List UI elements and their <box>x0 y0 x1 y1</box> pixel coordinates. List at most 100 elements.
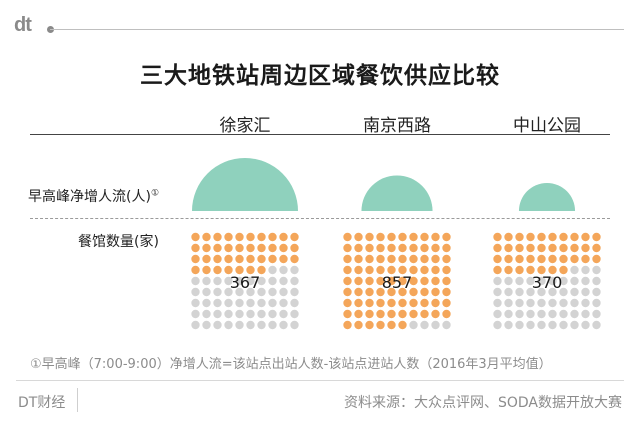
restaurant-dot <box>515 265 524 275</box>
restaurant-dot <box>409 243 418 253</box>
restaurant-dot <box>442 265 451 275</box>
restaurant-dot <box>213 254 222 264</box>
restaurant-dot <box>387 254 396 264</box>
restaurant-dot <box>570 243 579 253</box>
header-rule <box>50 29 624 30</box>
restaurant-dot <box>493 287 502 297</box>
restaurant-dot <box>354 287 363 297</box>
restaurant-dot <box>526 254 535 264</box>
restaurant-dot <box>376 232 385 242</box>
restaurant-dot <box>279 243 288 253</box>
restaurant-dot <box>548 320 557 330</box>
restaurant-dot <box>592 287 601 297</box>
restaurant-dot <box>442 276 451 286</box>
restaurant-dot <box>548 276 557 286</box>
restaurant-dot <box>559 232 568 242</box>
restaurant-dot <box>235 320 244 330</box>
restaurant-dot <box>559 309 568 319</box>
restaurant-dot <box>365 320 374 330</box>
restaurant-dot <box>526 232 535 242</box>
restaurant-dot <box>387 265 396 275</box>
restaurant-dot <box>268 243 277 253</box>
restaurant-dot <box>235 254 244 264</box>
restaurant-dot <box>570 287 579 297</box>
restaurant-dot <box>526 265 535 275</box>
restaurant-dot <box>354 298 363 308</box>
restaurant-dot <box>504 254 513 264</box>
restaurant-dot <box>515 276 524 286</box>
restaurant-dot <box>354 232 363 242</box>
restaurant-dot <box>224 276 233 286</box>
brand-label: DT财经 <box>18 395 66 411</box>
restaurant-dot <box>420 254 429 264</box>
restaurant-dot <box>570 254 579 264</box>
restaurant-dot <box>537 232 546 242</box>
restaurant-dot <box>235 243 244 253</box>
restaurant-dot <box>376 298 385 308</box>
restaurant-dot <box>257 298 266 308</box>
restaurant-dot <box>515 287 524 297</box>
restaurant-dot <box>268 298 277 308</box>
restaurant-dot <box>202 276 211 286</box>
flow-semicircle-1 <box>361 175 433 211</box>
restaurant-dot <box>515 232 524 242</box>
restaurant-dot <box>235 232 244 242</box>
restaurant-dot <box>409 309 418 319</box>
restaurant-dot <box>504 243 513 253</box>
restaurant-dot <box>191 287 200 297</box>
restaurant-dot <box>224 287 233 297</box>
restaurant-dot <box>387 320 396 330</box>
restaurant-dot <box>279 298 288 308</box>
restaurant-dot <box>290 265 299 275</box>
restaurant-dot <box>343 309 352 319</box>
restaurant-dot <box>581 298 590 308</box>
restaurant-dot <box>398 276 407 286</box>
restaurant-dot <box>224 320 233 330</box>
restaurant-dot <box>515 320 524 330</box>
footnote-marker: ① <box>150 188 160 199</box>
restaurant-dot <box>570 265 579 275</box>
restaurant-dot <box>191 276 200 286</box>
restaurant-dot <box>592 232 601 242</box>
restaurant-dot <box>202 287 211 297</box>
restaurant-dot <box>431 243 440 253</box>
restaurant-dot <box>365 298 374 308</box>
restaurant-dot <box>559 287 568 297</box>
restaurant-dot <box>279 265 288 275</box>
restaurant-dot <box>376 243 385 253</box>
restaurant-dot <box>537 265 546 275</box>
restaurant-dot <box>548 265 557 275</box>
restaurant-dot <box>420 276 429 286</box>
restaurant-dot <box>442 254 451 264</box>
restaurant-dot <box>387 287 396 297</box>
restaurant-dot <box>257 265 266 275</box>
source-label: 资料来源：大众点评网、SODA数据开放大赛 <box>343 395 622 411</box>
restaurant-dot <box>279 309 288 319</box>
restaurant-dot <box>431 232 440 242</box>
restaurant-dot <box>442 309 451 319</box>
restaurant-dot <box>442 320 451 330</box>
restaurant-dot <box>526 276 535 286</box>
restaurant-dot <box>365 232 374 242</box>
restaurant-dot <box>343 320 352 330</box>
restaurant-dot <box>376 309 385 319</box>
restaurant-dot <box>581 287 590 297</box>
restaurant-dot <box>504 320 513 330</box>
restaurant-dot <box>354 276 363 286</box>
restaurant-dot <box>365 309 374 319</box>
restaurant-dot <box>592 265 601 275</box>
restaurant-dot <box>515 254 524 264</box>
restaurant-dot <box>431 254 440 264</box>
restaurant-dot <box>202 320 211 330</box>
restaurant-dot <box>398 265 407 275</box>
restaurant-dot <box>191 265 200 275</box>
restaurant-dot <box>235 298 244 308</box>
station-label-xujiahui: 徐家汇 <box>219 116 271 136</box>
restaurant-dot <box>257 276 266 286</box>
restaurant-dot <box>398 287 407 297</box>
restaurant-dot <box>343 287 352 297</box>
restaurant-dot <box>559 276 568 286</box>
restaurant-dot <box>387 298 396 308</box>
restaurant-dot <box>570 232 579 242</box>
